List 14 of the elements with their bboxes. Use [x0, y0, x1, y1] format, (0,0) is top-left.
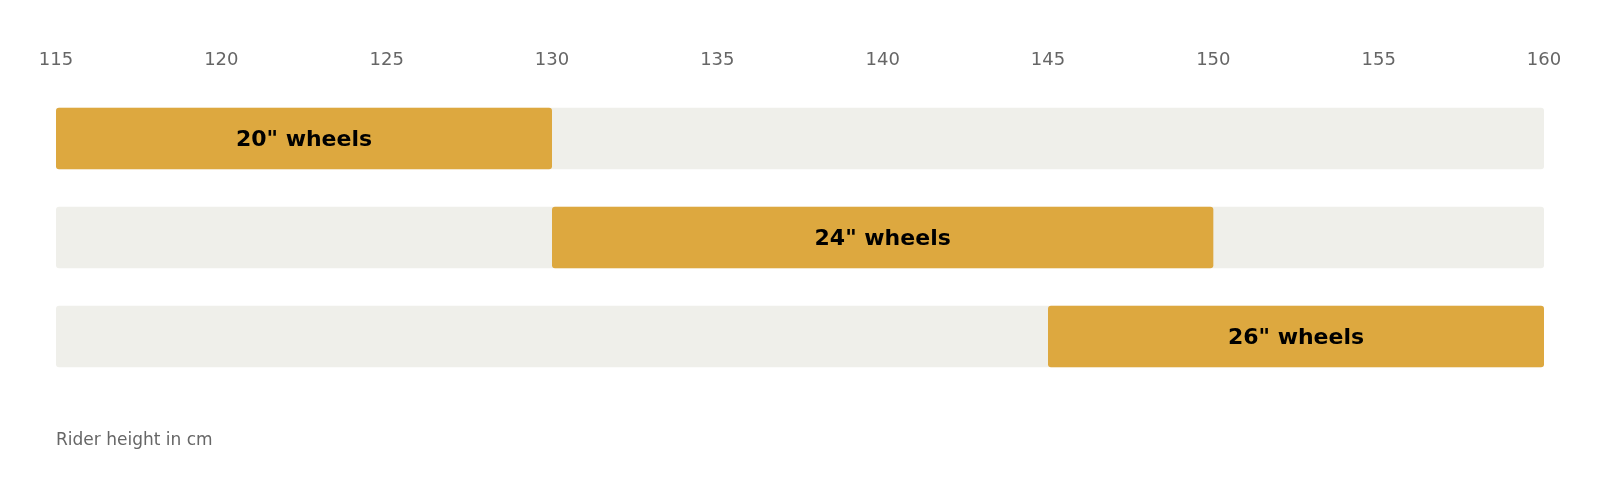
x-tick-label: 120 [204, 47, 239, 69]
x-tick-label: 150 [1196, 47, 1231, 69]
x-tick-label: 155 [1361, 47, 1396, 69]
x-tick-label: 135 [700, 47, 735, 69]
y-tick-label: 20" wheels [235, 126, 373, 151]
x-tick-label: 145 [1030, 47, 1066, 69]
x-tick-label: 130 [534, 47, 570, 69]
y-tick-label: 26" wheels [1227, 324, 1365, 349]
x-axis-title: Rider height in cm [56, 428, 213, 449]
x-tick-label: 160 [1526, 47, 1562, 69]
x-tick-label: 115 [38, 47, 74, 69]
y-tick-label: 24" wheels [814, 225, 951, 250]
x-tick-label: 125 [369, 47, 404, 69]
x-tick-label: 140 [865, 47, 900, 69]
